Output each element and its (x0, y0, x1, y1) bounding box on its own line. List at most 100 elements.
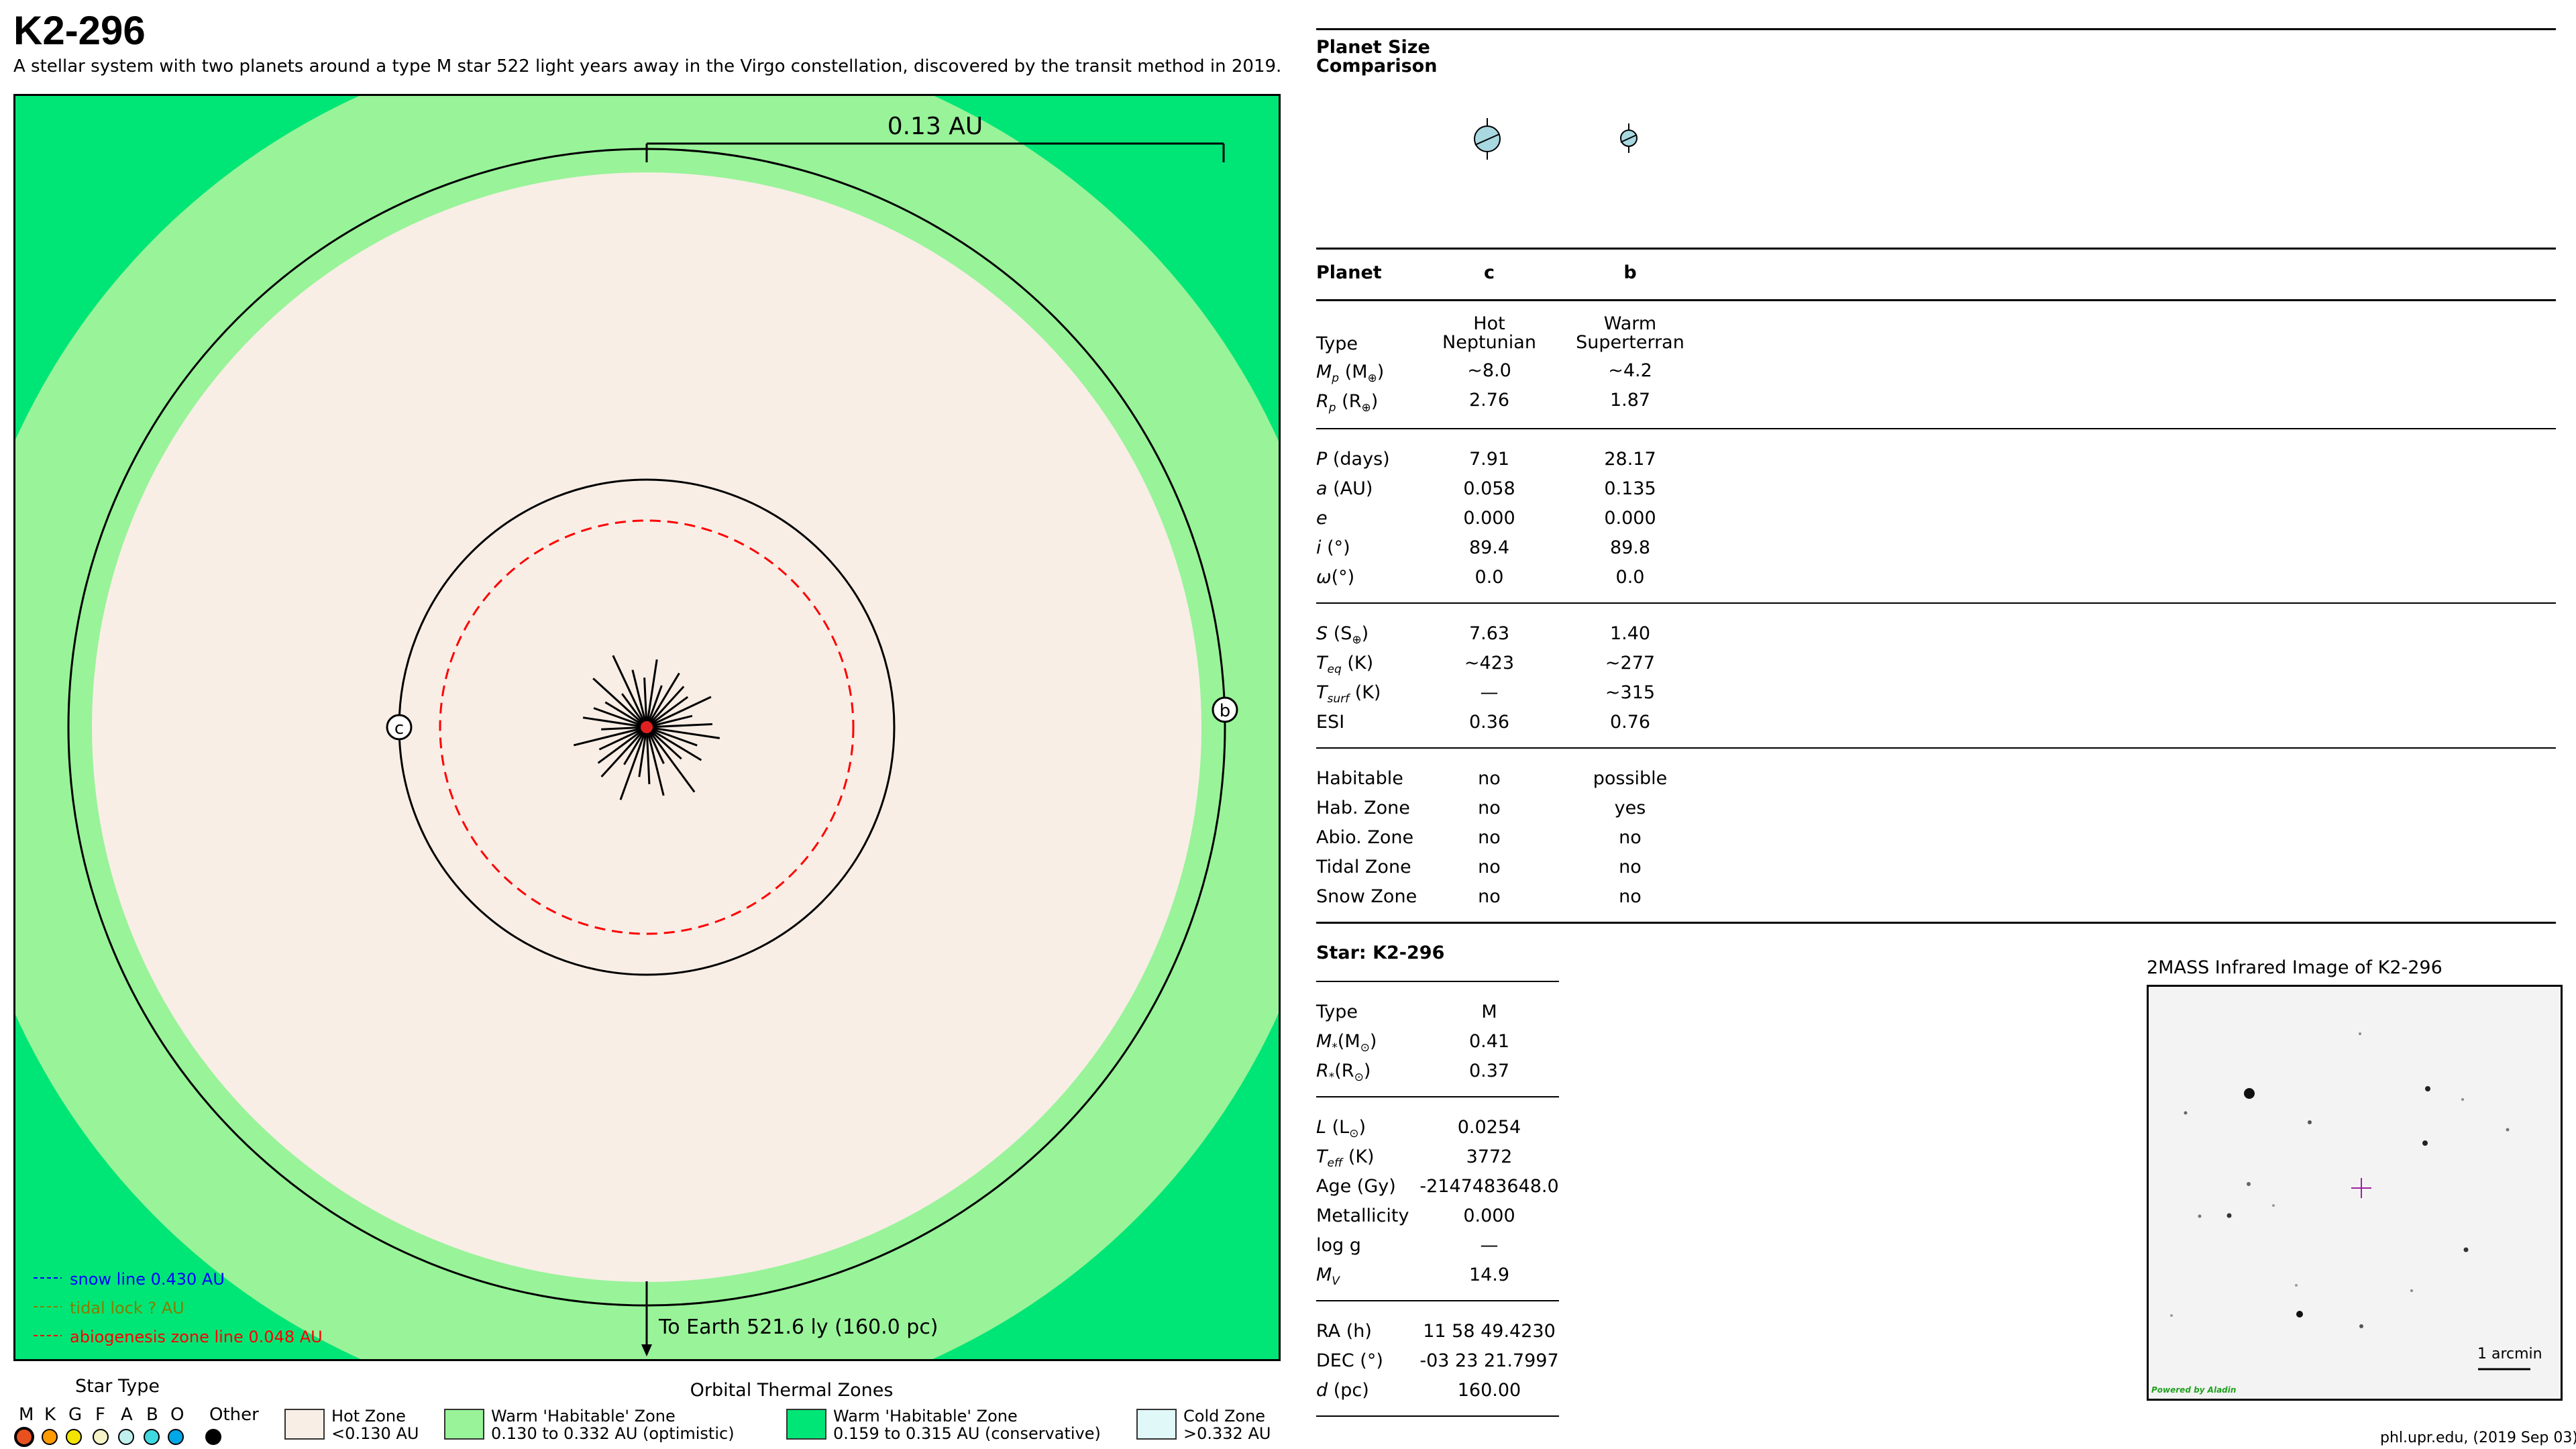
star-type-title: Star Type (75, 1376, 160, 1397)
star-spike (646, 726, 720, 739)
cold-zone-legend-range: >0.332 AU (1183, 1424, 1271, 1443)
abio-zone-label: Abio. Zone (1316, 827, 1414, 848)
star-teff-value: 3772 (1466, 1146, 1513, 1167)
planet-b-abio-zone: no (1619, 827, 1642, 848)
planet-c-equilibrium-temp: ~423 (1464, 653, 1515, 674)
star-type-label-f: F (95, 1405, 105, 1425)
star-spike (573, 726, 647, 747)
star-luminosity-value: 0.0254 (1457, 1117, 1521, 1138)
planet-c-argument-of-periastron: 0.0 (1474, 567, 1504, 588)
star-spike (645, 686, 685, 729)
planet-c-hab-zone: no (1478, 798, 1501, 818)
planet-b-surface-temp: ~315 (1605, 682, 1656, 703)
planet-c-snow-zone: no (1478, 886, 1501, 907)
conservative-zone-swatch (786, 1409, 826, 1440)
star-dec-label: DEC (°) (1316, 1350, 1383, 1371)
orbit-diagram-svg: 0.13 AU c b To Earth 521.6 ly (160.0 pc)… (13, 94, 1281, 1361)
planet-b-mass: ~4.2 (1608, 360, 1652, 381)
semi-major-axis-label: a (AU) (1316, 478, 1373, 499)
star-type-label-other: Other (209, 1405, 259, 1425)
argument-of-periastron-label: ω(°) (1316, 567, 1355, 588)
tidal-lock-label: tidal lock ? AU (70, 1299, 184, 1318)
esi-label: ESI (1316, 712, 1345, 733)
planet-c-abio-zone: no (1478, 827, 1501, 848)
planet-c-type-line1: Hot (1473, 313, 1505, 334)
star-metallicity-label: Metallicity (1316, 1205, 1409, 1226)
star-spike (597, 726, 647, 764)
planet-c-inclination: 89.4 (1468, 537, 1510, 558)
period-label: P (days) (1316, 449, 1390, 470)
divider (1316, 922, 2556, 924)
divider (1316, 28, 2556, 30)
optimistic-zone-legend-title: Warm 'Habitable' Zone (491, 1407, 676, 1426)
planet-header-label: Planet (1316, 262, 1382, 283)
planet-b-label: b (1220, 701, 1231, 721)
star-spike (600, 726, 648, 777)
planet-c-mass: ~8.0 (1467, 360, 1511, 381)
star-spike (645, 659, 658, 728)
planet-size-comparison (1474, 118, 1638, 160)
star-type-dot-g (66, 1429, 82, 1445)
hab-zone-label: Hab. Zone (1316, 798, 1410, 818)
planet-b-radius: 1.87 (1609, 390, 1651, 411)
star-radius-label: R*(R⊙) (1316, 1061, 1371, 1084)
planet-b-argument-of-periastron: 0.0 (1615, 567, 1645, 588)
optimistic-zone-legend-range: 0.130 to 0.332 AU (optimistic) (491, 1424, 735, 1443)
star-spike (646, 696, 712, 729)
planet-b-size-icon (1620, 123, 1638, 153)
planet-b-inclination: 89.8 (1609, 537, 1651, 558)
star-type-label-k: K (44, 1405, 56, 1425)
star-spike (612, 655, 648, 728)
surface-temp-label: Tsurf (K) (1316, 682, 1381, 706)
planet-b-snow-zone: no (1619, 886, 1642, 907)
star-age-value: -2147483648.0 (1419, 1176, 1559, 1197)
star-logg-value: — (1480, 1235, 1499, 1256)
radius-label: Rp (R⊕) (1316, 391, 1379, 415)
star-title: Star: K2-296 (1316, 943, 1445, 963)
planet-header-c: c (1483, 262, 1495, 283)
planet-c-size-icon (1474, 118, 1501, 160)
star-spikes (573, 655, 720, 800)
abiogenesis-line (439, 519, 855, 935)
page-title: K2-296 (13, 8, 146, 53)
ir-image: 1 arcmin Powered by Aladin (2147, 985, 2563, 1401)
orbit-diagram: 0.13 AU c b To Earth 521.6 ly (160.0 pc)… (13, 94, 1281, 1361)
star-spike (598, 726, 647, 751)
ir-scale-label: 1 arcmin (2477, 1346, 2542, 1362)
conservative-zone-legend-title: Warm 'Habitable' Zone (833, 1407, 1018, 1426)
planet-header-b: b (1623, 262, 1637, 283)
star-teff-label: Teff (K) (1316, 1146, 1375, 1170)
star-spike (582, 716, 647, 729)
cold-zone-legend-title: Cold Zone (1183, 1407, 1266, 1426)
star-ra-label: RA (h) (1316, 1321, 1372, 1342)
star-type-dot-a (118, 1429, 134, 1445)
planet-b-type-line2: Superterran (1576, 332, 1684, 353)
abiogenesis-line-label: abiogenesis zone line 0.048 AU (70, 1328, 323, 1346)
planet-c-radius: 2.76 (1468, 390, 1510, 411)
planet-b-equilibrium-temp: ~277 (1605, 653, 1656, 674)
planet-b-flux: 1.40 (1609, 623, 1651, 644)
planet-b-marker: b (1212, 696, 1238, 723)
ir-credit: Powered by Aladin (2151, 1385, 2237, 1395)
star-age-label: Age (Gy) (1316, 1176, 1396, 1197)
ir-image-title: 2MASS Infrared Image of K2-296 (2147, 957, 2443, 978)
conservative-zone-legend-range: 0.159 to 0.315 AU (conservative) (833, 1424, 1101, 1443)
star-type-dot-b (144, 1429, 160, 1445)
hot-zone-legend-title: Hot Zone (331, 1407, 406, 1426)
star-type-dot-k (42, 1429, 58, 1445)
planet-c-period: 7.91 (1468, 449, 1510, 470)
planet-c-marker: c (386, 714, 413, 741)
cold-zone-swatch (1136, 1409, 1177, 1440)
star-spike (646, 726, 698, 747)
line-key: snow line 0.430 AU tidal lock ? AU abiog… (34, 1270, 323, 1346)
star-spike (645, 727, 651, 784)
optimistic-zone-swatch (444, 1409, 484, 1440)
planet-c-esi: 0.36 (1468, 712, 1510, 733)
mass-label: Mp (M⊕) (1316, 362, 1385, 385)
star-type-dot-f (93, 1429, 109, 1445)
star-radius-value: 0.37 (1468, 1061, 1510, 1081)
planet-b-habitable: possible (1593, 768, 1668, 789)
scale-bar-label: 0.13 AU (888, 113, 983, 140)
star-abs-mag-label: MV (1316, 1265, 1340, 1288)
page-subtitle: A stellar system with two planets around… (13, 56, 1282, 76)
